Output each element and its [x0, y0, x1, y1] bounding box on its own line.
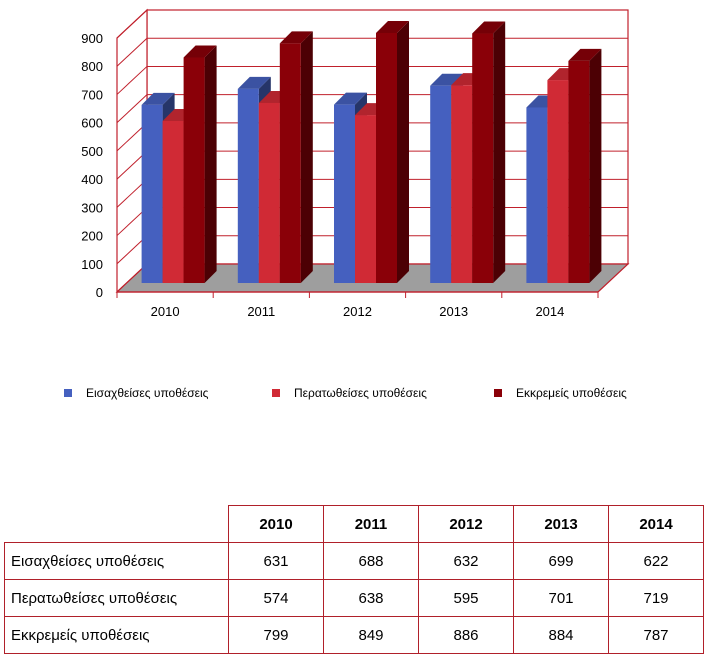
- bar-top: [279, 31, 313, 44]
- legend-item-series-1: Εισαχθείσες υποθέσεις: [64, 386, 208, 400]
- x-tick-label: 2013: [439, 304, 468, 319]
- table-header-cell: 2012: [418, 505, 514, 543]
- table-cell: 574: [228, 579, 324, 617]
- legend-swatch-series-2: [272, 389, 280, 397]
- table-row-label: Εισαχθείσες υποθέσεις: [4, 542, 229, 580]
- y-tick-label: 800: [81, 59, 103, 74]
- table-cell: 719: [608, 579, 704, 617]
- bar: [355, 115, 376, 283]
- bar-side: [589, 48, 602, 283]
- bar: [568, 60, 590, 283]
- table-corner-cell: [4, 505, 229, 543]
- bar: [376, 32, 397, 283]
- bar: [141, 104, 163, 283]
- table-row: Εκκρεμείς υποθέσεις 799 849 886 884 787: [4, 616, 704, 654]
- bar-top: [472, 21, 506, 34]
- legend-label-series-2: Περατωθείσες υποθέσεις: [294, 386, 427, 400]
- gridline-side: [116, 66, 148, 95]
- x-tick-label: 2012: [343, 304, 372, 319]
- bar-side: [493, 21, 506, 283]
- y-tick-label: 700: [81, 87, 103, 102]
- legend-swatch-series-1: [64, 389, 72, 397]
- table-cell: 701: [513, 579, 609, 617]
- y-tick-label: 100: [81, 257, 103, 272]
- legend-item-series-3: Εκκρεμείς υποθέσεις: [494, 386, 627, 400]
- bar-chart: 0 100 200 300 400 500 600 700 800 900 2010 2011 2012…: [81, 8, 630, 319]
- table-cell: 632: [418, 542, 514, 580]
- table-cell: 799: [228, 616, 324, 654]
- table-header-cell: 2010: [228, 505, 324, 543]
- x-tick-label: 2010: [151, 304, 180, 319]
- table-header-row: 2010 2011 2012 2013 2014: [4, 505, 704, 543]
- table-row: Περατωθείσες υποθέσεις 574 638 595 701 7…: [4, 579, 704, 617]
- table-cell: 622: [608, 542, 704, 580]
- legend-item-series-2: Περατωθείσες υποθέσεις: [272, 386, 427, 400]
- table-cell: 849: [323, 616, 419, 654]
- y-tick-label: 0: [96, 285, 103, 300]
- table-row: Εισαχθείσες υποθέσεις 631 688 632 699 62…: [4, 542, 704, 580]
- bar-top: [183, 45, 217, 58]
- y-tick-label: 300: [81, 200, 103, 215]
- bar-top: [568, 48, 602, 61]
- bar: [526, 107, 548, 283]
- bar: [451, 85, 473, 283]
- bar-side: [397, 20, 409, 283]
- bar-top: [141, 92, 175, 105]
- table-header-cell: 2011: [323, 505, 419, 543]
- table-cell: 886: [418, 616, 514, 654]
- bar-top: [334, 92, 367, 105]
- bar: [258, 102, 280, 283]
- bar: [279, 43, 301, 283]
- bar: [183, 57, 205, 284]
- y-tick-label: 900: [81, 31, 103, 46]
- x-tick-label: 2011: [247, 304, 275, 319]
- y-tick-label: 200: [81, 229, 103, 244]
- bar-side: [204, 45, 217, 284]
- bar-top: [430, 73, 464, 86]
- legend-label-series-1: Εισαχθείσες υποθέσεις: [86, 386, 209, 400]
- table-header-cell: 2013: [513, 505, 609, 543]
- gridline-side: [116, 94, 148, 124]
- legend-swatch-series-3: [494, 389, 502, 397]
- table-cell: 884: [513, 616, 609, 654]
- gridline-side: [116, 37, 148, 67]
- y-tick-label: 500: [81, 144, 103, 159]
- bar: [547, 80, 569, 284]
- table-cell: 688: [323, 542, 419, 580]
- bar: [472, 33, 494, 283]
- bar: [162, 121, 184, 283]
- gridline-side: [116, 9, 148, 39]
- table-row-label: Περατωθείσες υποθέσεις: [4, 579, 229, 617]
- bar: [237, 88, 259, 283]
- bar: [430, 85, 452, 283]
- chart-legend: Εισαχθείσες υποθέσεις Περατωθείσες υποθέ…: [64, 386, 704, 406]
- table-cell: 787: [608, 616, 704, 654]
- bar-top: [376, 20, 409, 33]
- table-header-cell: 2014: [608, 505, 704, 543]
- table-cell: 699: [513, 542, 609, 580]
- bar-top: [237, 76, 271, 89]
- data-table: 2010 2011 2012 2013 2014 Εισαχθείσες υπο…: [4, 505, 704, 654]
- table-cell: 638: [323, 579, 419, 617]
- x-tick-label: 2014: [535, 304, 564, 319]
- bar-side: [300, 31, 313, 283]
- table-cell: 595: [418, 579, 514, 617]
- table-row-label: Εκκρεμείς υποθέσεις: [4, 616, 229, 654]
- y-tick-label: 400: [81, 172, 103, 187]
- table-cell: 631: [228, 542, 324, 580]
- legend-label-series-3: Εκκρεμείς υποθέσεις: [516, 386, 627, 400]
- y-tick-label: 600: [81, 116, 103, 131]
- bar: [334, 104, 355, 283]
